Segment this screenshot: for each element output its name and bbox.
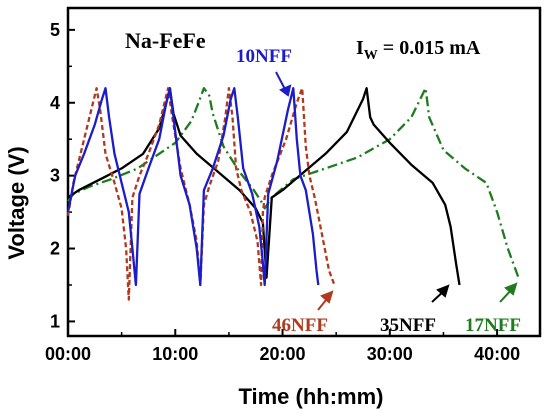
sample-label: Na-FeFe [125,28,206,53]
x-tick-label: 00:00 [45,344,91,364]
arrow-10nff-head [278,84,292,97]
series-line-10nff [66,87,320,287]
series-line-35nff [67,87,461,286]
series-label-10nff: 10NFF [236,46,292,67]
axis-ticks: 00:00 10:00 20:00 30:00 40:00 1 2 3 4 5 [45,20,520,364]
arrow-35nff-head [436,284,450,298]
plot-frame [66,6,542,338]
series-line-17nff [67,87,520,279]
arrow-46nff-head [320,290,334,304]
series-label-46nff: 46NFF [272,315,328,336]
y-tick-label: 3 [50,166,60,186]
series-label-35nff: 35NFF [380,315,436,336]
arrows [275,71,518,311]
arrow-17nff-head [504,282,518,296]
y-tick-label: 1 [50,311,60,331]
x-axis-title: Time (hh:mm) [238,384,383,409]
series-layer [66,87,520,301]
y-tick-label: 2 [50,239,60,259]
x-tick-label: 10:00 [152,344,198,364]
x-tick-label: 40:00 [474,344,520,364]
current-label: IW = 0.015 mA [356,37,481,63]
x-tick-label: 20:00 [260,344,306,364]
y-tick-label: 5 [50,20,60,40]
series-label-17nff: 17NFF [465,315,521,336]
y-tick-label: 4 [50,93,60,113]
x-tick-label: 30:00 [367,344,413,364]
y-axis-title: Voltage (V) [4,146,29,259]
